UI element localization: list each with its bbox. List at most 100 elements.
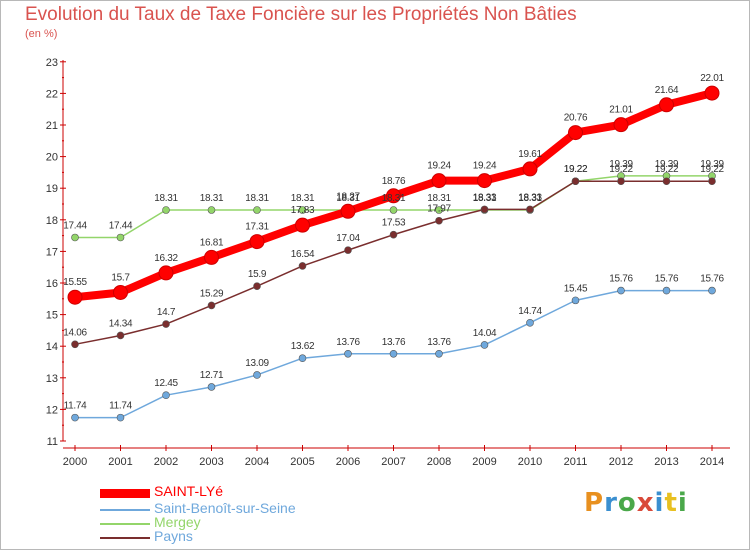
data-point	[708, 286, 716, 295]
legend-label: Mergey	[154, 514, 201, 530]
y-tick-label: 12	[46, 404, 58, 416]
data-point	[67, 289, 83, 305]
data-label: 14.7	[157, 307, 176, 318]
x-tick-label: 2006	[336, 456, 360, 468]
data-label: 13.76	[336, 337, 360, 348]
data-label: 15.7	[111, 272, 130, 283]
x-tick-label: 2004	[245, 456, 269, 468]
data-label: 19.22	[700, 164, 724, 175]
x-tick-label: 2011	[564, 456, 588, 468]
data-label: 18.31	[473, 193, 497, 204]
data-point	[253, 371, 261, 379]
data-label: 21.01	[609, 105, 633, 116]
y-tick-label: 17	[46, 246, 58, 258]
chart-title: Evolution du Taux de Taxe Foncière sur l…	[25, 4, 577, 25]
data-point	[480, 205, 489, 214]
data-point	[253, 206, 261, 214]
data-label: 18.31	[291, 193, 315, 204]
data-point	[116, 413, 125, 422]
data-label: 17.04	[336, 233, 360, 244]
data-label: 15.76	[609, 274, 633, 285]
data-point	[435, 349, 443, 358]
data-label: 19.61	[518, 149, 542, 160]
data-label: 15.29	[200, 288, 224, 299]
data-label: 11.74	[109, 401, 133, 412]
data-label: 18.27	[336, 191, 360, 202]
data-label: 16.81	[200, 237, 224, 248]
data-point	[113, 284, 128, 300]
data-point	[116, 233, 125, 242]
data-point	[708, 177, 716, 186]
data-point	[162, 320, 170, 328]
data-label: 17.44	[63, 220, 87, 231]
x-tick-label: 2012	[609, 456, 633, 468]
data-label: 18.76	[382, 176, 406, 187]
legend-swatch	[100, 537, 150, 539]
data-label: 19.24	[427, 161, 451, 172]
legend-label: Payns	[154, 528, 193, 544]
legend-swatch	[100, 509, 150, 511]
legend-label: Saint-Benoît-sur-Seine	[154, 500, 296, 516]
data-point	[162, 391, 170, 399]
y-tick-label: 15	[46, 310, 58, 322]
data-point	[340, 203, 356, 219]
data-label: 19.22	[564, 164, 588, 175]
data-label: 13.76	[427, 337, 451, 348]
data-label: 18.31	[200, 193, 224, 204]
x-tick-label: 2014	[700, 456, 724, 468]
data-point	[571, 177, 580, 186]
data-point	[522, 161, 538, 177]
data-point	[207, 383, 216, 391]
data-label: 18.33	[473, 192, 497, 203]
data-label: 15.76	[655, 274, 679, 285]
data-label: 13.62	[291, 341, 315, 352]
data-label: 15.55	[63, 277, 87, 288]
data-point	[659, 97, 674, 113]
data-label: 17.53	[382, 218, 406, 229]
data-label: 14.06	[63, 327, 87, 338]
data-point	[480, 341, 489, 349]
data-label: 19.39	[700, 159, 724, 170]
data-label: 12.71	[200, 370, 224, 381]
x-tick-label: 2010	[518, 456, 542, 468]
data-label: 19.22	[655, 164, 679, 175]
data-label: 17.83	[291, 205, 315, 216]
x-tick-label: 2000	[63, 456, 87, 468]
data-point	[617, 286, 625, 295]
data-point	[116, 331, 125, 340]
x-tick-label: 2002	[154, 456, 178, 468]
data-label: 22.01	[700, 73, 724, 84]
data-label: 13.09	[245, 358, 269, 369]
data-point	[386, 188, 401, 204]
y-tick-label: 16	[46, 278, 58, 290]
data-point	[298, 262, 307, 270]
data-point	[526, 205, 534, 214]
data-point	[568, 125, 583, 141]
y-tick-label: 20	[46, 152, 58, 164]
data-label: 16.32	[154, 253, 178, 264]
data-label: 11.74	[64, 401, 88, 412]
legend-label: SAINT-LYé	[154, 483, 223, 499]
data-point	[526, 319, 534, 327]
proxiti-logo: Proxiti	[584, 488, 688, 518]
y-tick-label: 13	[46, 373, 58, 385]
data-label: 19.39	[655, 159, 679, 170]
data-point	[613, 117, 629, 133]
data-point	[662, 286, 671, 295]
x-tick-label: 2003	[199, 456, 223, 468]
legend-swatch	[100, 523, 150, 525]
data-point	[344, 246, 352, 254]
x-tick-label: 2013	[654, 456, 678, 468]
data-point	[71, 413, 79, 422]
data-label: 16.54	[291, 249, 315, 260]
y-tick-label: 14	[46, 341, 58, 353]
y-tick-label: 21	[46, 120, 58, 132]
data-label: 12.45	[154, 378, 178, 389]
data-point	[477, 173, 492, 189]
data-label: 14.74	[518, 306, 542, 317]
data-point	[617, 177, 625, 186]
data-point	[344, 349, 352, 358]
data-point	[253, 282, 261, 290]
x-tick-label: 2005	[290, 456, 314, 468]
data-point	[71, 233, 79, 242]
